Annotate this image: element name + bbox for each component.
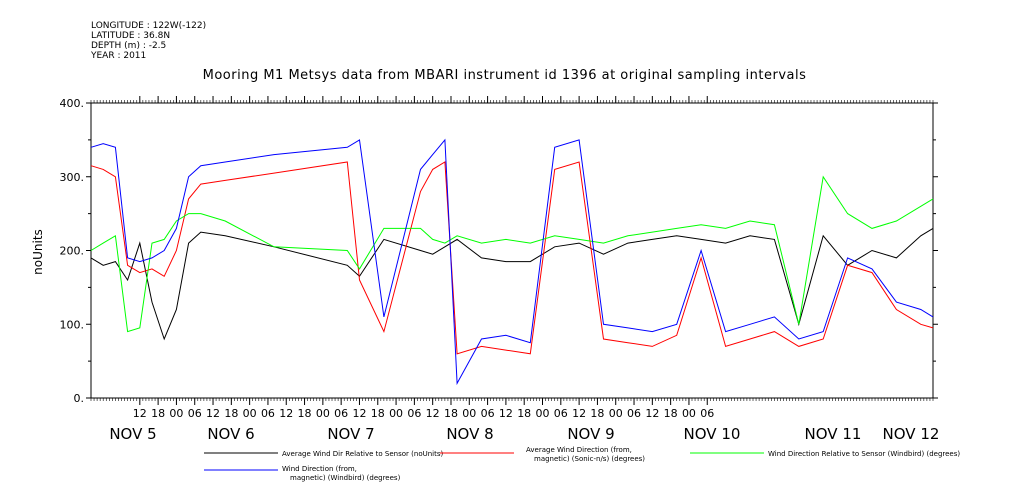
x-tick-label: 12 [279, 407, 293, 420]
x-tick-label: 06 [188, 407, 202, 420]
x-tick-label: 18 [664, 407, 678, 420]
x-tick-label: 12 [426, 407, 440, 420]
legend-label-0: Average Wind Dir Relative to Sensor (noU… [282, 450, 443, 458]
series-line-1 [90, 161, 934, 355]
y-tick-label: 200. [60, 245, 85, 258]
x-tick-label: 18 [151, 407, 165, 420]
y-tick-label: 0. [74, 392, 85, 405]
x-tick-label: 00 [169, 407, 183, 420]
series-lines [90, 138, 934, 386]
x-tick-label: 00 [316, 407, 330, 420]
x-tick-label: 18 [517, 407, 531, 420]
y-axis-label: noUnits [31, 229, 45, 275]
series-line-0 [90, 227, 934, 341]
x-day-label: NOV 8 [446, 425, 493, 443]
x-tick-label: 06 [627, 407, 641, 420]
x-day-label: NOV 9 [567, 425, 614, 443]
x-tick-label: 00 [243, 407, 257, 420]
x-day-label: NOV 12 [883, 425, 940, 443]
legend-label-1: Average Wind Direction (from, [526, 446, 632, 454]
x-day-label: NOV 6 [207, 425, 254, 443]
x-tick-label: 18 [224, 407, 238, 420]
x-day-label: NOV 5 [109, 425, 156, 443]
x-tick-label: 12 [352, 407, 366, 420]
legend-label-1: magnetic) (Sonic-n/s) (degrees) [534, 455, 645, 463]
series-line-3 [90, 138, 934, 386]
legend: Average Wind Dir Relative to Sensor (noU… [204, 446, 960, 482]
x-tick-label: 18 [298, 407, 312, 420]
y-tick-label: 100. [60, 318, 85, 331]
legend-label-3: magnetic) (Windbird) (degrees) [290, 474, 401, 482]
x-day-label: NOV 7 [327, 425, 374, 443]
x-tick-label: 18 [371, 407, 385, 420]
x-day-label: NOV 10 [684, 425, 741, 443]
meta-latitude: LATITUDE : 36.8N [91, 31, 171, 41]
metadata-block: LONGITUDE : 122W(-122) LATITUDE : 36.8N … [91, 21, 206, 61]
x-tick-label: 12 [645, 407, 659, 420]
x-tick-label: 18 [590, 407, 604, 420]
x-tick-label: 06 [334, 407, 348, 420]
x-tick-label: 12 [572, 407, 586, 420]
legend-label-2: Wind Direction Relative to Sensor (Windb… [768, 450, 960, 458]
meta-longitude: LONGITUDE : 122W(-122) [91, 21, 207, 31]
x-tick-label: 12 [499, 407, 513, 420]
x-tick-label: 00 [462, 407, 476, 420]
x-tick-label: 06 [261, 407, 275, 420]
axes: 0. 100. 200. 300. 400. 12 18 00 06 12 18 00 06 12 18 00… [60, 96, 940, 443]
x-tick-label: 00 [609, 407, 623, 420]
y-tick-label: 400. [60, 97, 85, 110]
series-line-2 [90, 175, 934, 333]
x-tick-label: 06 [700, 407, 714, 420]
x-tick-label: 18 [444, 407, 458, 420]
x-tick-label: 06 [481, 407, 495, 420]
meta-depth: DEPTH (m) : -2.5 [91, 41, 167, 51]
chart-title: Mooring M1 Metsys data from MBARI instru… [202, 68, 807, 83]
x-tick-label: 06 [407, 407, 421, 420]
x-tick-label: 12 [133, 407, 147, 420]
meta-year: YEAR : 2011 [91, 51, 147, 61]
plot-frame [90, 102, 934, 399]
legend-label-3: Wind Direction (from, [282, 465, 357, 473]
x-tick-label: 12 [206, 407, 220, 420]
x-tick-label: 00 [389, 407, 403, 420]
x-tick-label: 00 [682, 407, 696, 420]
x-tick-label: 00 [536, 407, 550, 420]
y-tick-label: 300. [60, 171, 85, 184]
x-day-label: NOV 11 [805, 425, 862, 443]
x-tick-label: 06 [554, 407, 568, 420]
